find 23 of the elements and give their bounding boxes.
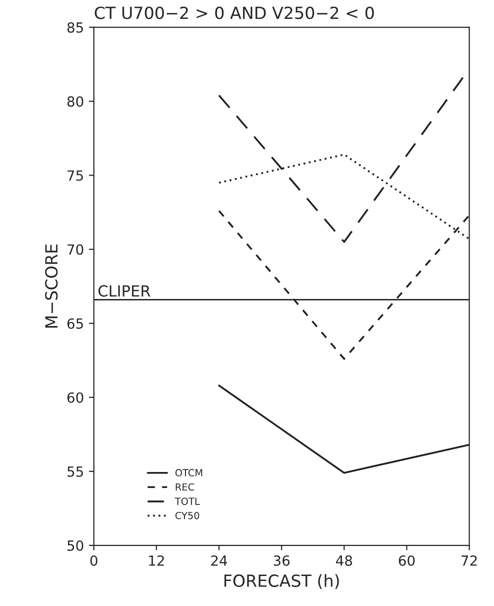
y-tick-label: 70 <box>68 244 84 255</box>
y-tick-label: 85 <box>67 22 83 33</box>
y-tick-label: 55 <box>68 466 83 477</box>
y-tick-label: 80 <box>67 96 84 107</box>
legend-label: CY50 <box>175 512 200 520</box>
y-tick-label: 75 <box>68 170 83 181</box>
x-tick-label: 0 <box>90 555 98 566</box>
y-tick-label: 65 <box>67 318 83 329</box>
x-axis-title: FORECAST (h) <box>224 574 339 589</box>
x-tick-label: 24 <box>211 555 228 566</box>
chart-title: CT U700−2 > 0 AND V250−2 < 0 <box>94 6 374 20</box>
legend-label: TOTL <box>174 498 200 505</box>
y-axis-title: M−SCORE <box>45 244 58 328</box>
x-tick-label: 48 <box>336 555 352 566</box>
y-tick-label: 60 <box>67 392 84 403</box>
x-tick-label: 60 <box>398 555 415 566</box>
y-tick-label: 50 <box>68 540 84 551</box>
legend-label: OTCM <box>175 469 202 476</box>
legend-label: REC <box>176 483 194 491</box>
x-tick-label: 72 <box>462 555 477 566</box>
ref-line-label: CLIPER <box>98 285 150 297</box>
x-tick-label: 36 <box>274 555 290 566</box>
x-tick-label: 12 <box>149 555 164 566</box>
